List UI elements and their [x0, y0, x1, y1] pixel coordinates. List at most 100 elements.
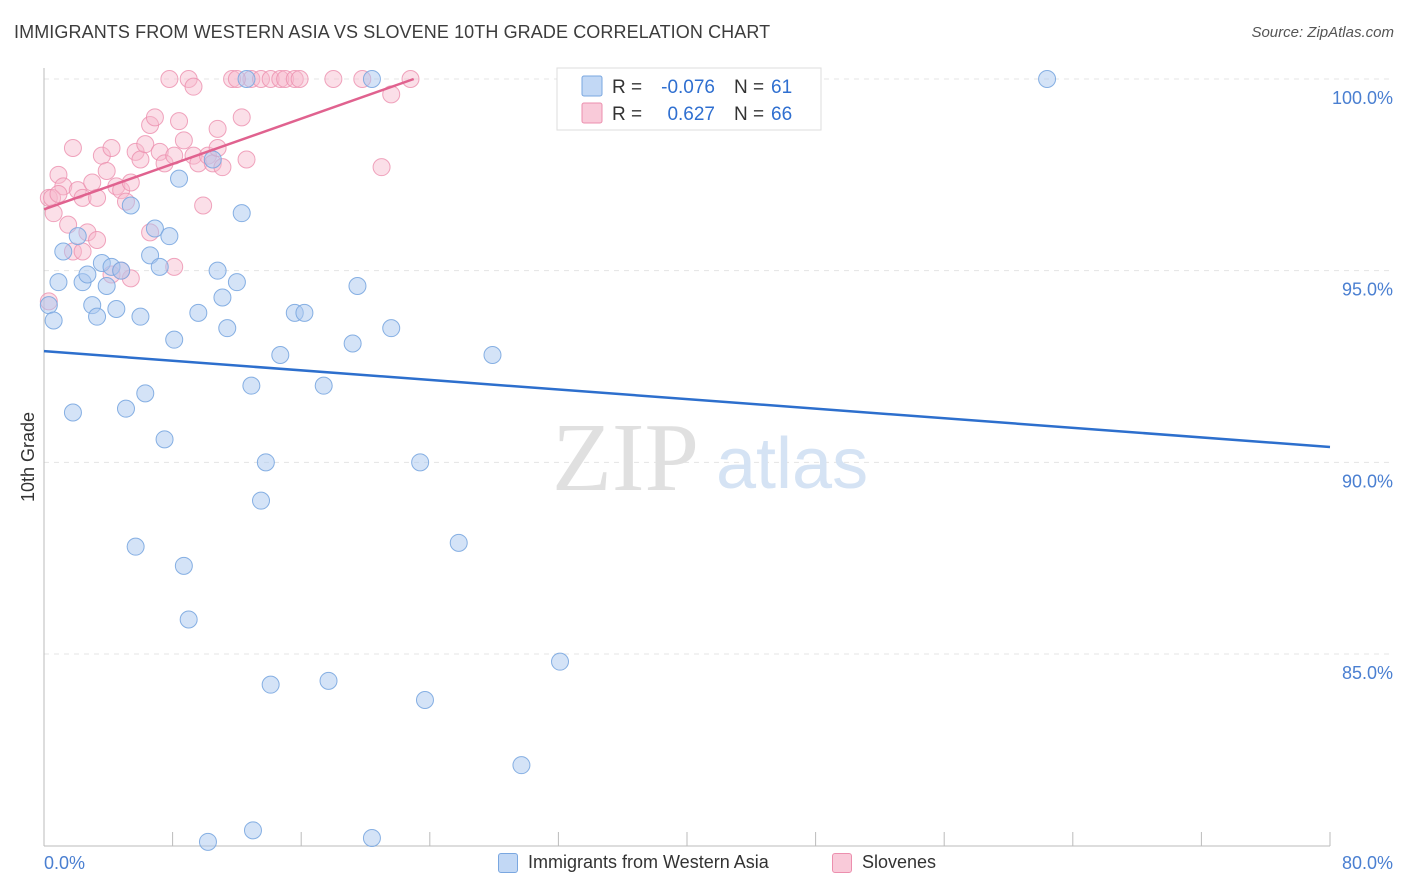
point-western-asia[interactable]: [415, 691, 434, 709]
point-western-asia[interactable]: [319, 671, 338, 690]
point-western-asia[interactable]: [165, 330, 184, 349]
point-western-asia[interactable]: [131, 307, 150, 326]
stats-r-value-blue: -0.076: [661, 77, 715, 98]
point-western-asia[interactable]: [174, 556, 193, 575]
point-western-asia[interactable]: [261, 675, 280, 694]
point-western-asia[interactable]: [44, 311, 63, 330]
point-slovenes[interactable]: [237, 150, 256, 169]
point-western-asia[interactable]: [208, 261, 227, 280]
point-slovenes[interactable]: [63, 139, 82, 157]
y-axis-label: 10th Grade: [18, 412, 38, 502]
point-western-asia[interactable]: [121, 196, 140, 215]
point-slovenes[interactable]: [271, 70, 290, 88]
point-slovenes[interactable]: [160, 70, 179, 88]
point-western-asia[interactable]: [203, 150, 222, 169]
y-tick-label: 90.0%: [1342, 471, 1393, 491]
point-western-asia[interactable]: [39, 296, 58, 315]
x-tick-label-min: 0.0%: [44, 853, 85, 873]
point-western-asia[interactable]: [1038, 70, 1057, 88]
point-western-asia[interactable]: [411, 453, 430, 472]
point-western-asia[interactable]: [449, 533, 468, 552]
trendline-western-asia: [43, 349, 1331, 449]
point-western-asia[interactable]: [362, 829, 381, 847]
point-slovenes[interactable]: [102, 139, 121, 157]
point-western-asia[interactable]: [112, 261, 131, 280]
trend-lines: [43, 77, 1331, 449]
chart-title: IMMIGRANTS FROM WESTERN ASIA VS SLOVENE …: [14, 22, 771, 42]
point-slovenes[interactable]: [285, 70, 304, 88]
point-slovenes[interactable]: [170, 112, 189, 131]
point-western-asia[interactable]: [237, 70, 256, 88]
point-slovenes[interactable]: [49, 185, 68, 203]
point-western-asia[interactable]: [97, 277, 116, 295]
point-western-asia[interactable]: [198, 832, 217, 851]
point-slovenes[interactable]: [184, 77, 203, 96]
point-western-asia[interactable]: [155, 430, 174, 449]
point-western-asia[interactable]: [218, 319, 237, 338]
x-tick-label-max: 80.0%: [1342, 853, 1393, 873]
stats-legend-swatch-pink: [581, 102, 603, 124]
legend-item-slovenes[interactable]: Slovenes: [832, 852, 936, 873]
point-western-asia[interactable]: [348, 277, 367, 295]
point-slovenes[interactable]: [232, 108, 251, 127]
x-tick-labels: 0.0% 80.0%: [44, 853, 1393, 873]
point-western-asia[interactable]: [68, 227, 87, 246]
point-slovenes[interactable]: [136, 135, 155, 154]
point-western-asia[interactable]: [49, 273, 68, 292]
point-western-asia[interactable]: [551, 652, 570, 671]
stats-legend-swatch-blue: [581, 75, 603, 97]
point-western-asia[interactable]: [295, 303, 314, 322]
point-slovenes[interactable]: [276, 70, 295, 88]
point-western-asia[interactable]: [179, 610, 198, 629]
point-slovenes[interactable]: [83, 173, 102, 192]
point-slovenes[interactable]: [372, 158, 391, 177]
point-slovenes[interactable]: [194, 196, 213, 215]
point-western-asia[interactable]: [170, 169, 189, 188]
point-western-asia[interactable]: [116, 399, 135, 418]
point-slovenes[interactable]: [88, 231, 107, 249]
point-western-asia[interactable]: [512, 756, 531, 775]
point-slovenes[interactable]: [59, 215, 78, 234]
point-western-asia[interactable]: [54, 242, 73, 261]
point-western-asia[interactable]: [252, 491, 271, 510]
point-slovenes[interactable]: [324, 70, 343, 88]
point-western-asia[interactable]: [242, 376, 261, 395]
stats-n-label-blue: N =: [734, 77, 764, 98]
point-slovenes[interactable]: [73, 242, 92, 261]
point-western-asia[interactable]: [256, 453, 275, 472]
point-slovenes[interactable]: [261, 70, 280, 88]
point-western-asia[interactable]: [141, 246, 160, 265]
point-western-asia[interactable]: [189, 303, 208, 322]
x-axis-ticks: [43, 832, 1331, 846]
point-western-asia[interactable]: [126, 537, 145, 556]
legend-item-western-asia[interactable]: Immigrants from Western Asia: [498, 852, 769, 873]
point-western-asia[interactable]: [271, 346, 290, 364]
point-slovenes[interactable]: [97, 162, 116, 180]
point-western-asia[interactable]: [227, 273, 246, 292]
point-western-asia[interactable]: [136, 384, 155, 403]
point-western-asia[interactable]: [160, 227, 179, 246]
point-slovenes[interactable]: [208, 119, 227, 138]
point-western-asia[interactable]: [63, 403, 82, 422]
point-western-asia[interactable]: [243, 821, 262, 840]
point-western-asia[interactable]: [78, 265, 97, 284]
point-slovenes[interactable]: [150, 142, 169, 161]
point-western-asia[interactable]: [343, 334, 362, 353]
point-slovenes[interactable]: [131, 150, 150, 169]
point-western-asia[interactable]: [314, 376, 333, 395]
point-slovenes[interactable]: [49, 165, 68, 184]
point-western-asia[interactable]: [145, 219, 164, 238]
point-slovenes[interactable]: [174, 131, 193, 150]
point-western-asia[interactable]: [362, 70, 381, 88]
point-western-asia[interactable]: [213, 288, 232, 307]
point-slovenes[interactable]: [290, 70, 309, 88]
point-western-asia[interactable]: [88, 307, 107, 326]
stats-n-value-blue: 61: [771, 77, 792, 98]
point-western-asia[interactable]: [150, 257, 169, 276]
point-western-asia[interactable]: [107, 300, 126, 318]
point-western-asia[interactable]: [382, 319, 401, 338]
point-western-asia[interactable]: [232, 204, 251, 223]
point-western-asia[interactable]: [483, 346, 502, 364]
stats-r-label-pink: R =: [612, 104, 642, 125]
point-slovenes[interactable]: [145, 108, 164, 127]
